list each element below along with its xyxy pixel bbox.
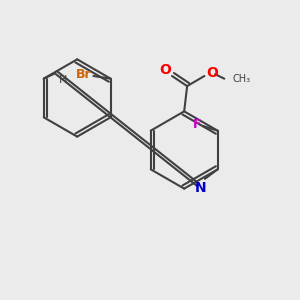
Text: O: O bbox=[206, 66, 218, 80]
Text: N: N bbox=[194, 181, 206, 195]
Text: F: F bbox=[193, 118, 202, 130]
Text: Br: Br bbox=[76, 68, 92, 81]
Text: O: O bbox=[159, 63, 171, 77]
Text: CH₃: CH₃ bbox=[232, 74, 250, 84]
Text: H: H bbox=[59, 76, 68, 85]
